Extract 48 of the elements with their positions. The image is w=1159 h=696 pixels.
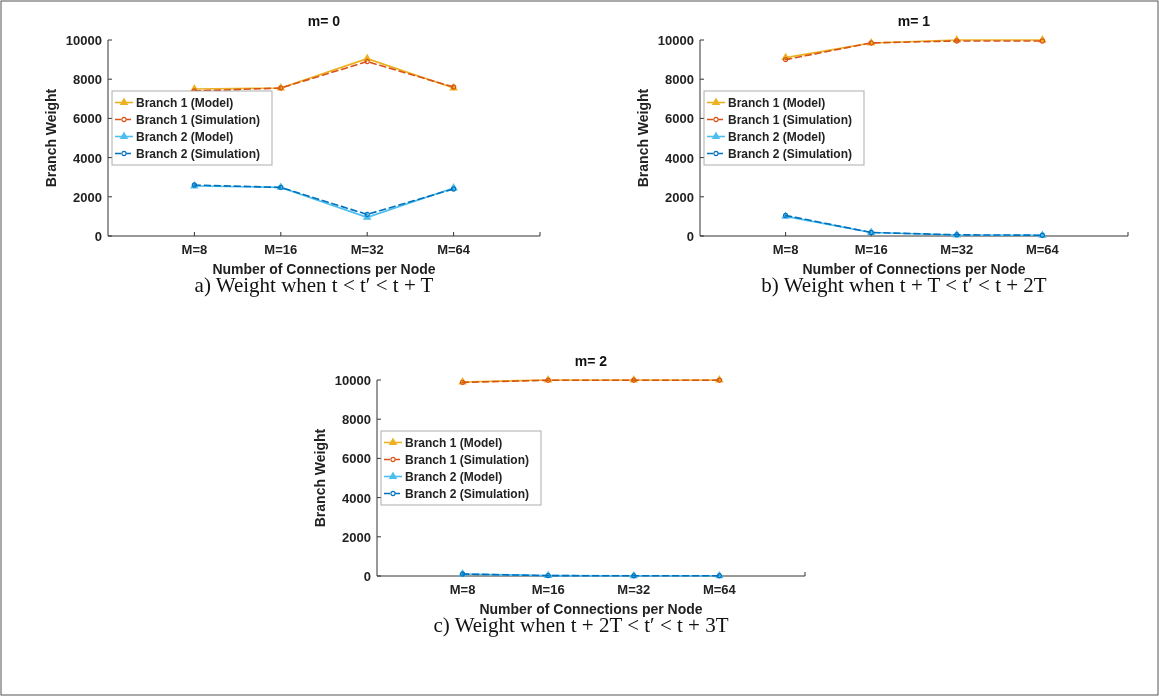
legend-label: Branch 1 (Model)	[136, 95, 234, 110]
x-tick-label: M=32	[940, 242, 974, 257]
y-tick-label: 4000	[73, 150, 102, 166]
y-axis-title: Branch Weight	[635, 88, 651, 188]
y-axis-title: Branch Weight	[312, 428, 328, 528]
x-tick-label: M=64	[437, 242, 471, 257]
x-tick-label: M=32	[617, 582, 651, 597]
legend-label: Branch 1 (Model)	[405, 435, 503, 450]
x-tick-label: M=64	[1025, 242, 1060, 257]
y-tick-label: 6000	[342, 451, 371, 467]
chart-title: m= 0	[307, 13, 341, 29]
x-tick-label: M=32	[350, 242, 384, 257]
x-tick-label: M=8	[772, 242, 799, 257]
y-tick-label: 10000	[334, 373, 371, 388]
legend-label: Branch 1 (Simulation)	[728, 112, 853, 127]
x-tick-label: M=64	[702, 582, 737, 597]
legend-label: Branch 1 (Simulation)	[136, 112, 261, 127]
y-tick-label: 6000	[665, 111, 694, 127]
x-tick-label: M=8	[449, 582, 476, 597]
x-tick-label: M=16	[264, 242, 298, 257]
y-tick-label: 0	[363, 569, 371, 584]
y-tick-label: 8000	[73, 72, 102, 88]
y-tick-label: 10000	[657, 33, 694, 48]
legend-label: Branch 2 (Model)	[405, 469, 503, 484]
y-tick-label: 2000	[73, 189, 102, 205]
y-axis-title: Branch Weight	[43, 88, 59, 188]
y-tick-label: 10000	[65, 33, 102, 48]
legend-label: Branch 2 (Model)	[728, 129, 826, 144]
legend-label: Branch 2 (Simulation)	[405, 486, 530, 501]
y-tick-label: 4000	[665, 150, 694, 166]
chart-title: m= 2	[574, 353, 608, 369]
legend-label: Branch 2 (Simulation)	[728, 146, 853, 161]
x-tick-label: M=16	[531, 582, 565, 597]
legend-label: Branch 2 (Model)	[136, 129, 234, 144]
y-tick-label: 8000	[665, 72, 694, 88]
y-tick-label: 2000	[665, 189, 694, 205]
y-tick-label: 0	[686, 229, 694, 244]
y-tick-label: 4000	[342, 490, 371, 506]
legend-label: Branch 1 (Model)	[728, 95, 826, 110]
y-tick-label: 0	[94, 229, 102, 244]
y-tick-label: 6000	[73, 111, 102, 127]
x-tick-label: M=16	[854, 242, 888, 257]
legend-label: Branch 2 (Simulation)	[136, 146, 261, 161]
x-tick-label: M=8	[181, 242, 208, 257]
y-tick-label: 2000	[342, 529, 371, 545]
y-tick-label: 8000	[342, 412, 371, 428]
chart-title: m= 1	[897, 13, 931, 29]
legend-label: Branch 1 (Simulation)	[405, 452, 530, 467]
